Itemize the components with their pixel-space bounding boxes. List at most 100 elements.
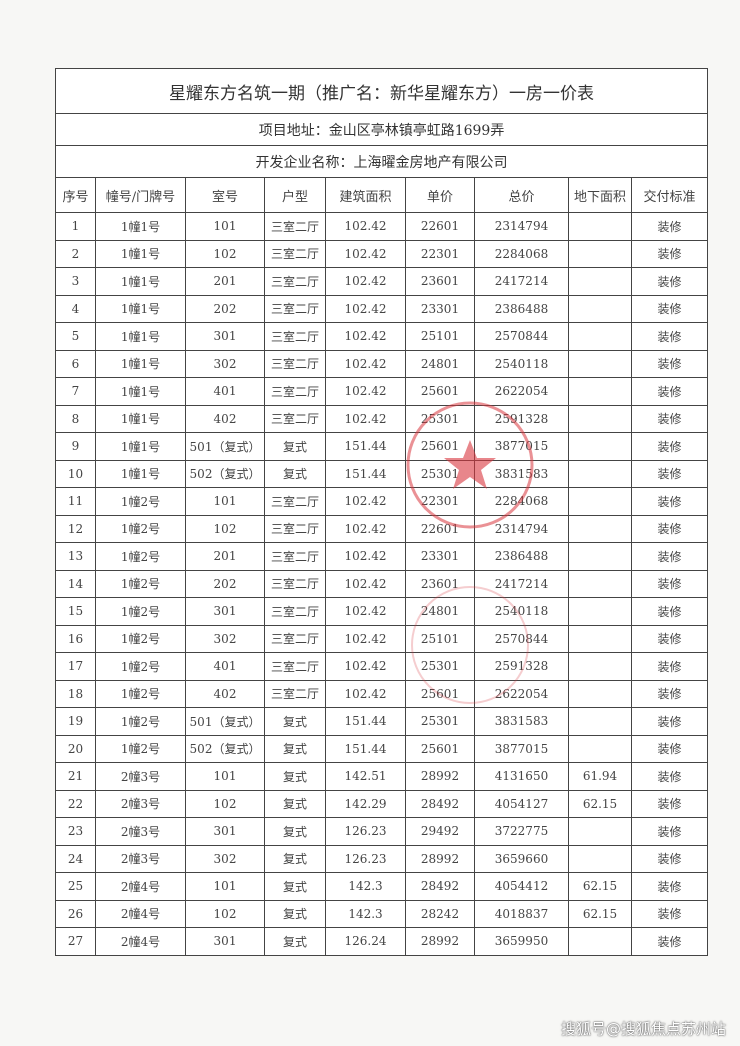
total-price-cell: 3831583 [474,707,569,736]
floor-area-cell: 102.42 [325,542,406,571]
room-number-cell: 302 [185,844,265,873]
unit-price-cell: 25101 [405,624,475,653]
unit-price-cell: 25601 [405,377,475,406]
building-unit-cell: 1幢1号 [95,459,186,488]
row-number-cell: 23 [55,817,96,846]
delivery-standard-cell: 装修 [630,377,709,406]
table-row: 17 1幢2号 401 三室二厅 102.42 25301 2591328 装修 [55,652,709,681]
table-row: 12 1幢2号 102 三室二厅 102.42 22601 2314794 装修 [55,514,709,543]
building-unit-cell: 1幢1号 [95,349,186,378]
delivery-standard-cell: 装修 [630,927,709,956]
delivery-standard-cell: 装修 [630,239,709,268]
row-number-cell: 6 [55,349,96,378]
building-unit-cell: 2幢3号 [95,817,186,846]
basement-area-cell [568,349,632,378]
total-price-cell: 3877015 [474,432,569,461]
delivery-standard-cell: 装修 [630,597,709,626]
basement-area-cell [568,652,632,681]
layout-cell: 复式 [264,707,326,736]
row-number-cell: 4 [55,294,96,323]
delivery-standard-cell: 装修 [630,487,709,516]
table-row: 24 2幢3号 302 复式 126.23 28992 3659660 装修 [55,844,709,873]
total-price-cell: 4018837 [474,899,569,928]
row-number-cell: 22 [55,789,96,818]
layout-cell: 三室二厅 [264,624,326,653]
layout-cell: 三室二厅 [264,294,326,323]
room-number-cell: 301 [185,817,265,846]
table-row: 20 1幢2号 502（复式） 复式 151.44 25601 3877015 装修 [55,734,709,763]
header-row: 序号 幢号/门牌号 室号 户型 建筑面积 单价 总价 地下面积 交付标准 [55,177,709,213]
watermark: 搜狐号@搜狐焦点苏州站 [560,1020,726,1038]
basement-area-cell [568,844,632,873]
unit-price-cell: 22601 [405,514,475,543]
delivery-standard-cell: 装修 [630,679,709,708]
floor-area-cell: 102.42 [325,597,406,626]
row-number-cell: 7 [55,377,96,406]
layout-cell: 三室二厅 [264,322,326,351]
total-price-cell: 2284068 [474,487,569,516]
row-number-cell: 24 [55,844,96,873]
delivery-standard-cell: 装修 [630,789,709,818]
table-row: 19 1幢2号 501（复式） 复式 151.44 25301 3831583 装修 [55,707,709,736]
layout-cell: 三室二厅 [264,349,326,378]
layout-cell: 三室二厅 [264,597,326,626]
delivery-standard-cell: 装修 [630,734,709,763]
room-number-cell: 202 [185,294,265,323]
floor-area-cell: 102.42 [325,239,406,268]
floor-area-cell: 102.42 [325,212,406,241]
building-unit-cell: 1幢1号 [95,322,186,351]
floor-area-cell: 151.44 [325,432,406,461]
row-number-cell: 11 [55,487,96,516]
row-number-cell: 3 [55,267,96,296]
building-unit-cell: 1幢2号 [95,707,186,736]
delivery-standard-cell: 装修 [630,542,709,571]
document-title: 星耀东方名筑一期（推广名：新华星耀东方）一房一价表 [54,68,709,114]
basement-area-cell [568,212,632,241]
table-row: 5 1幢1号 301 三室二厅 102.42 25101 2570844 装修 [55,322,709,351]
total-price-cell: 2591328 [474,404,569,433]
unit-price-cell: 25301 [405,652,475,681]
layout-cell: 三室二厅 [264,569,326,598]
building-unit-cell: 1幢2号 [95,597,186,626]
layout-cell: 三室二厅 [264,514,326,543]
row-number-cell: 13 [55,542,96,571]
room-number-cell: 102 [185,514,265,543]
total-price-cell: 2591328 [474,652,569,681]
room-number-cell: 301 [185,597,265,626]
basement-area-cell [568,597,632,626]
column-header: 户型 [264,177,326,213]
unit-price-cell: 25301 [405,459,475,488]
building-unit-cell: 2幢3号 [95,762,186,791]
delivery-standard-cell: 装修 [630,844,709,873]
table-row: 8 1幢1号 402 三室二厅 102.42 25301 2591328 装修 [55,404,709,433]
room-number-cell: 102 [185,239,265,268]
basement-area-cell [568,294,632,323]
developer-name: 开发企业名称：上海曜金房地产有限公司 [54,145,709,178]
layout-cell: 三室二厅 [264,267,326,296]
delivery-standard-cell: 装修 [630,212,709,241]
table-row: 10 1幢1号 502（复式） 复式 151.44 25301 3831583 装修 [55,459,709,488]
building-unit-cell: 1幢2号 [95,679,186,708]
floor-area-cell: 102.42 [325,377,406,406]
total-price-cell: 3722775 [474,817,569,846]
delivery-standard-cell: 装修 [630,267,709,296]
table-row: 14 1幢2号 202 三室二厅 102.42 23601 2417214 装修 [55,569,709,598]
total-price-cell: 2570844 [474,322,569,351]
total-price-cell: 3831583 [474,459,569,488]
layout-cell: 复式 [264,789,326,818]
layout-cell: 三室二厅 [264,679,326,708]
building-unit-cell: 1幢1号 [95,267,186,296]
unit-price-cell: 28992 [405,844,475,873]
project-address: 项目地址：金山区亭林镇亭虹路1699弄 [54,113,709,146]
basement-area-cell [568,679,632,708]
floor-area-cell: 126.24 [325,927,406,956]
floor-area-cell: 102.42 [325,267,406,296]
floor-area-cell: 102.42 [325,624,406,653]
table-row: 15 1幢2号 301 三室二厅 102.42 24801 2540118 装修 [55,597,709,626]
room-number-cell: 101 [185,212,265,241]
room-number-cell: 401 [185,652,265,681]
floor-area-cell: 142.51 [325,762,406,791]
total-price-cell: 2622054 [474,377,569,406]
unit-price-cell: 23601 [405,267,475,296]
table-row: 25 2幢4号 101 复式 142.3 28492 4054412 62.15 装修 [55,872,709,901]
